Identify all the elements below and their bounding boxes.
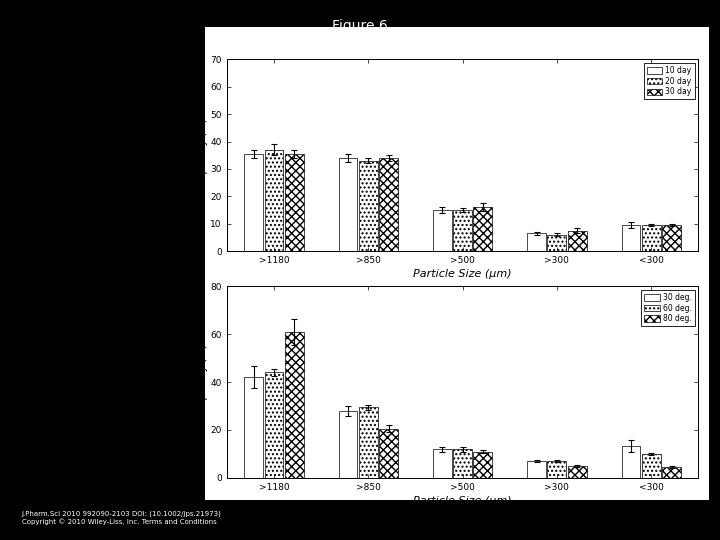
Bar [547,461,567,478]
Bar [662,225,681,251]
Bar [338,411,357,478]
Bar [264,373,284,478]
Bar [527,461,546,478]
Bar [527,233,546,251]
Text: a: a [166,59,175,73]
Text: Figure 6: Figure 6 [332,19,388,33]
Bar [568,231,587,251]
Legend: 30 deg., 60 deg., 80 deg.: 30 deg., 60 deg., 80 deg. [642,290,695,326]
X-axis label: Particle Size (μm): Particle Size (μm) [413,269,512,279]
Legend: 10 day, 20 day, 30 day: 10 day, 20 day, 30 day [644,63,695,99]
Bar [285,154,304,251]
Bar [547,235,567,251]
Bar [453,449,472,478]
Bar [621,225,640,251]
Bar [662,467,681,478]
Bar [453,210,472,251]
Bar [379,429,398,478]
Text: J.Pharm.Sci 2010 992090-2103 DOI: (10.1002/jps.21973)
Copyright © 2010 Wiley-Lis: J.Pharm.Sci 2010 992090-2103 DOI: (10.10… [22,510,222,524]
Bar [568,466,587,478]
Bar [642,225,661,251]
Bar [474,451,492,478]
X-axis label: Particle Size (μm): Particle Size (μm) [413,496,512,506]
Bar [244,377,263,478]
Bar [244,154,263,251]
Bar [285,332,304,478]
Text: b: b [166,286,176,300]
Bar [359,161,378,251]
Bar [338,158,357,251]
Bar [379,158,398,251]
Bar [642,454,661,478]
Bar [621,446,640,478]
Bar [433,449,451,478]
Bar [474,207,492,251]
Bar [433,210,451,251]
Bar [264,150,284,251]
Y-axis label: Frequency (%): Frequency (%) [198,118,207,193]
Bar [359,407,378,478]
Y-axis label: Frequency (%): Frequency (%) [198,345,207,420]
